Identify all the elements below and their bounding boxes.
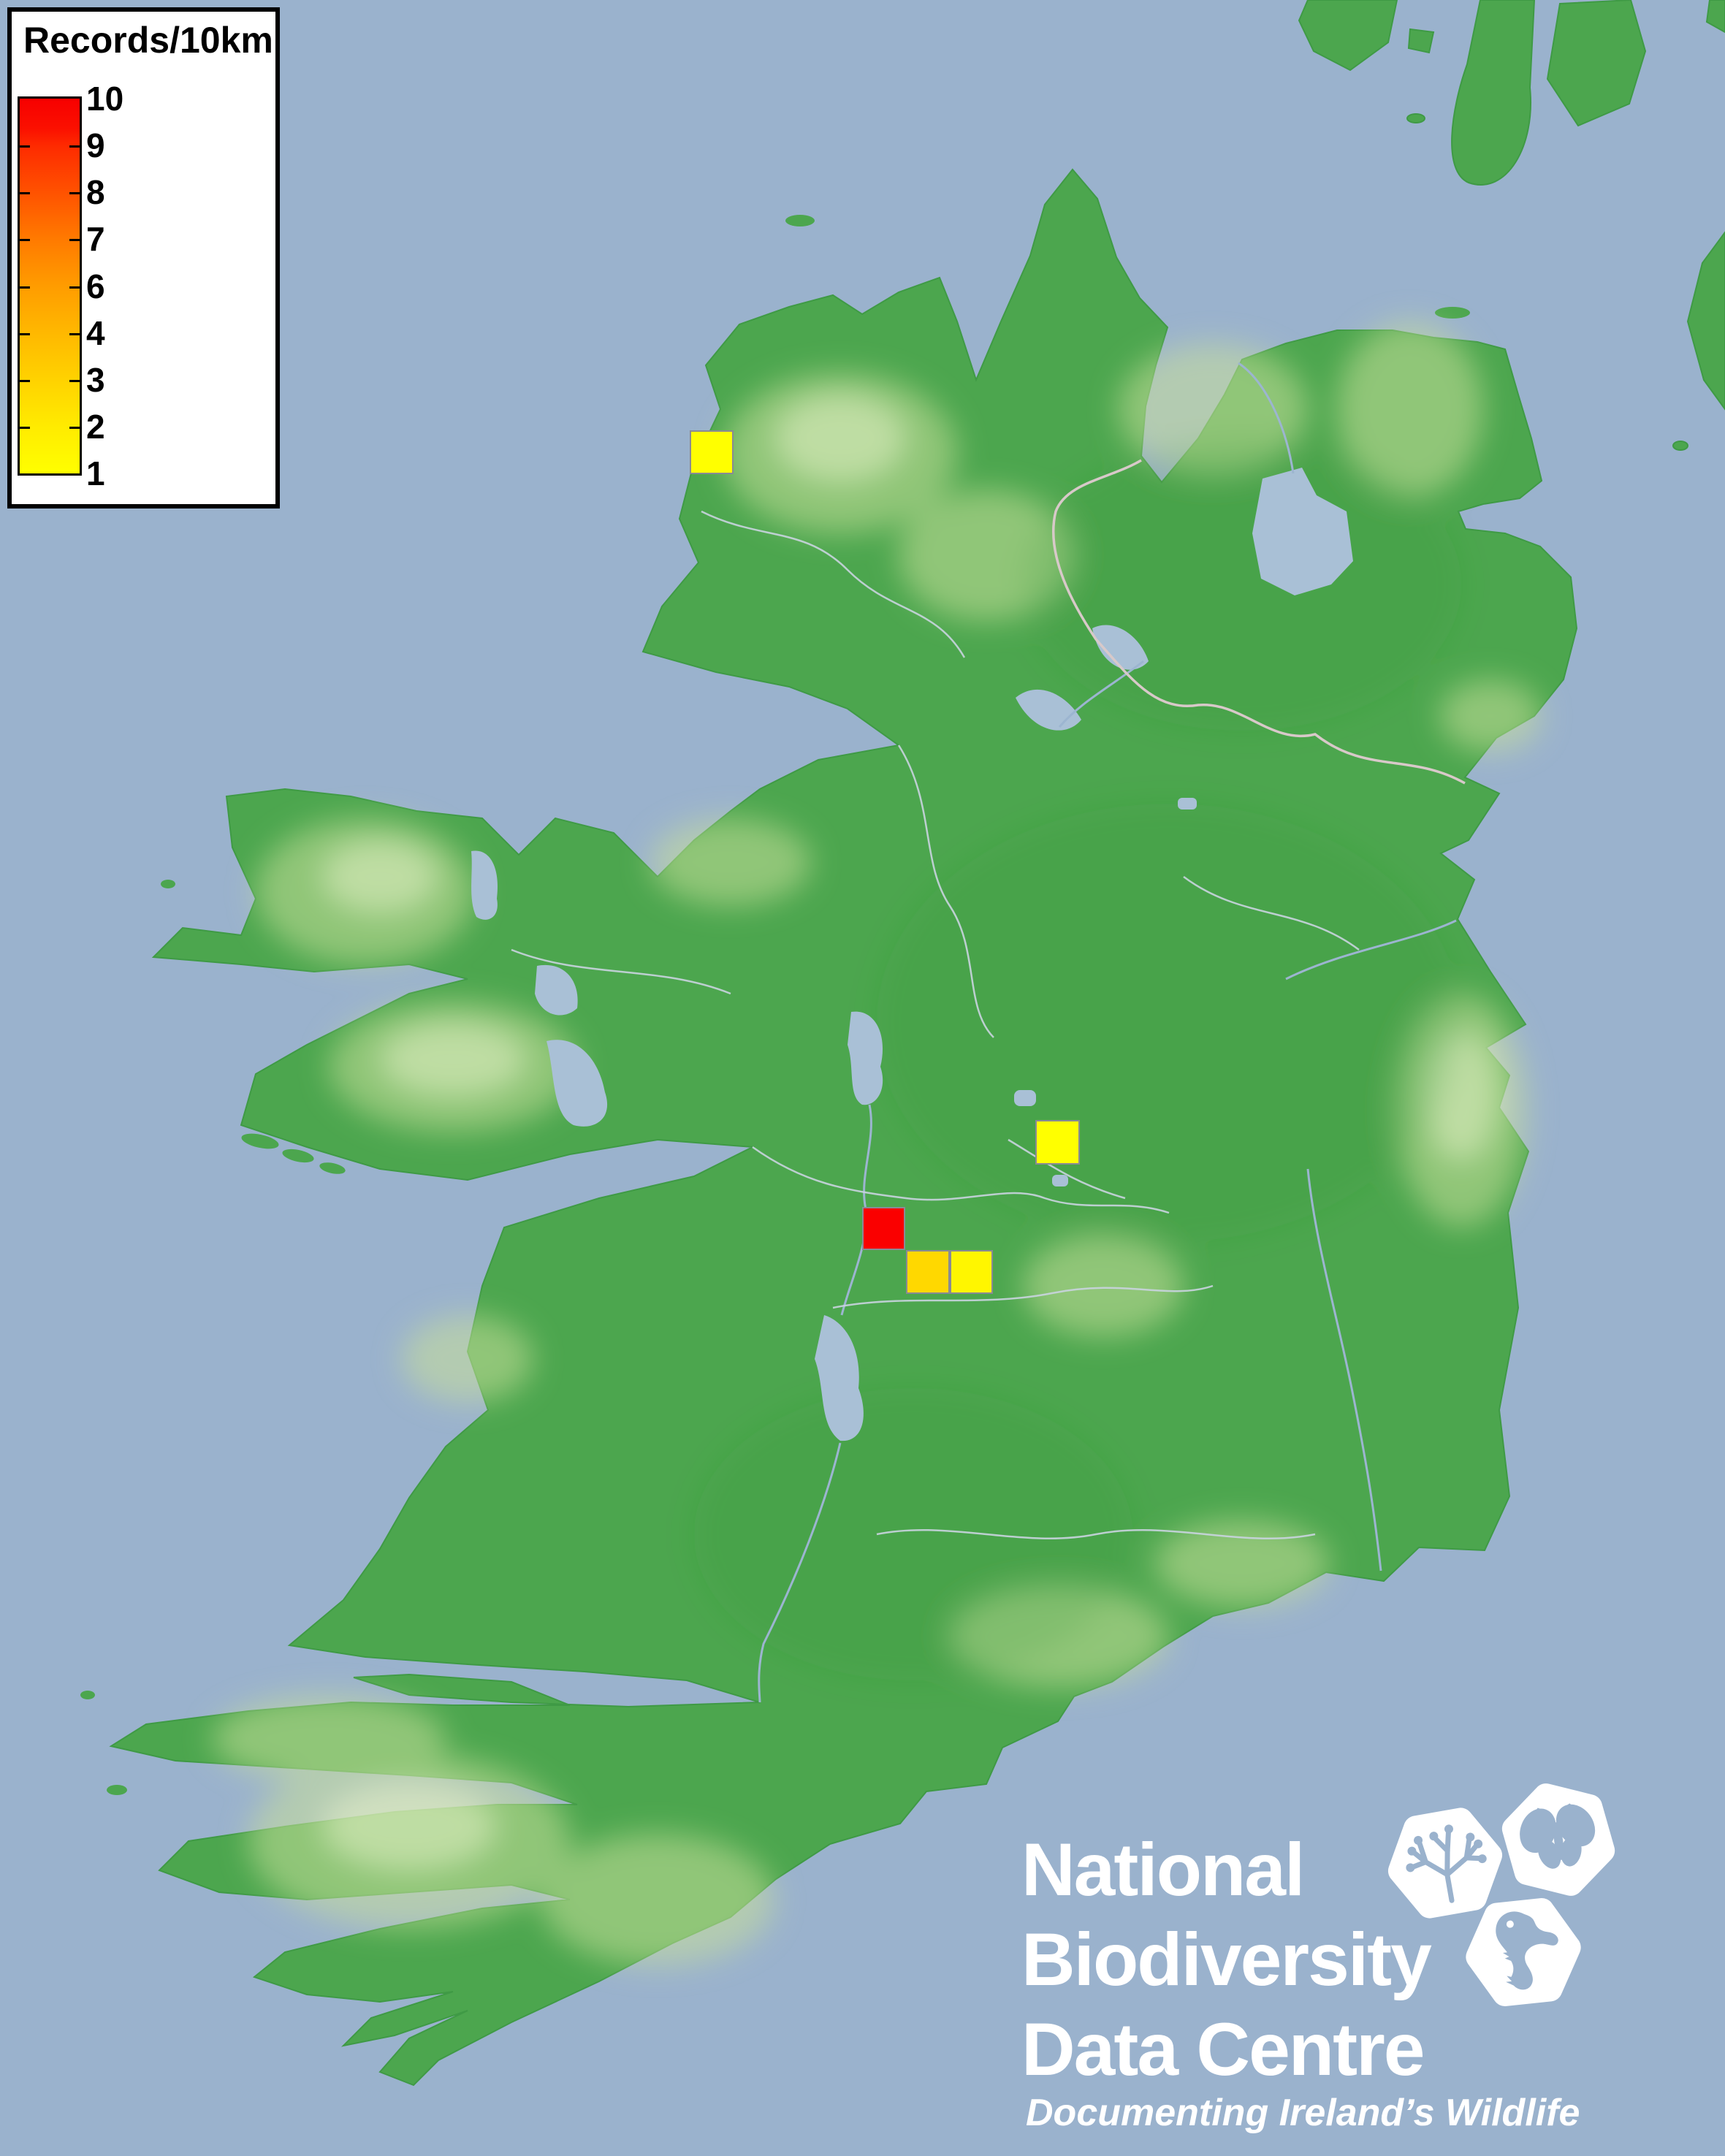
lough-erne-upper xyxy=(1092,625,1149,670)
legend-tick xyxy=(20,145,30,148)
legend-label: 2 xyxy=(86,407,105,446)
legend-tick xyxy=(69,286,80,289)
record-grid-square-midlands-red[interactable] xyxy=(862,1207,905,1250)
legend-label: 4 xyxy=(86,313,105,352)
legend-label: 6 xyxy=(86,267,105,305)
legend-label: 10 xyxy=(86,80,124,118)
lough-ree xyxy=(848,1011,883,1105)
lough-conn xyxy=(471,850,498,920)
legend-label: 1 xyxy=(86,454,105,492)
legend-tick xyxy=(20,286,30,289)
legend-label: 7 xyxy=(86,220,105,259)
legend-tick xyxy=(20,239,30,242)
legend-tick xyxy=(69,192,80,195)
record-grid-square-donegal-coast[interactable] xyxy=(690,430,734,474)
legend-tick xyxy=(20,192,30,195)
legend-label: 8 xyxy=(86,173,105,212)
record-grid-square-midlands-gold[interactable] xyxy=(906,1250,950,1294)
boundary-lines xyxy=(511,510,1360,1540)
record-grid-square-midlands-east[interactable] xyxy=(1035,1120,1080,1165)
legend-tick xyxy=(20,379,30,382)
scotland-land xyxy=(1298,0,1725,451)
lakes xyxy=(471,468,1353,1441)
record-grid-square-midlands-yellow[interactable] xyxy=(950,1250,993,1294)
legend-tick xyxy=(69,332,80,335)
lough-corrib xyxy=(547,1040,608,1127)
legend-tick xyxy=(69,379,80,382)
legend-tick xyxy=(20,426,30,429)
legend-tick xyxy=(69,145,80,148)
lough-derg xyxy=(815,1315,864,1441)
legend-title: Records/10km xyxy=(23,20,273,61)
legend-label: 9 xyxy=(86,126,105,165)
islands xyxy=(80,215,1470,1795)
lough-neagh xyxy=(1252,468,1353,595)
legend-tick xyxy=(20,332,30,335)
lough-mask xyxy=(535,964,578,1016)
legend: Records/10km 10 9 8 7 6 4 3 2 1 xyxy=(7,7,280,508)
legend-label: 3 xyxy=(86,360,105,399)
legend-tick xyxy=(69,426,80,429)
ni-border-line xyxy=(1052,459,1466,785)
relief-shading xyxy=(212,321,1542,1965)
legend-tick xyxy=(69,239,80,242)
